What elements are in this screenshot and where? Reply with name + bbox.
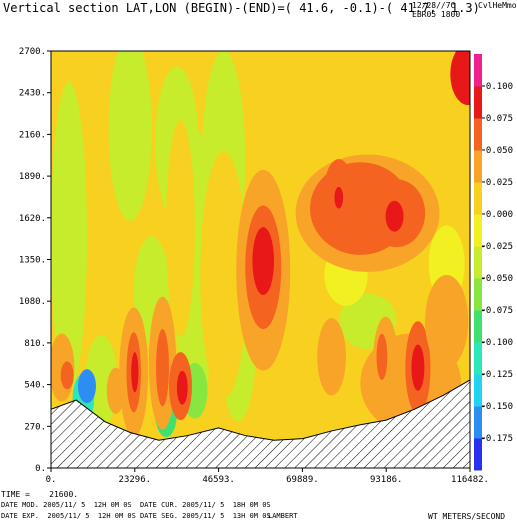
wt-cell [230, 51, 318, 144]
colorbar-segment [474, 182, 482, 215]
colorbar-tick-label: -0.025 [480, 242, 513, 252]
colorbar-tick-label: -0.050 [480, 274, 513, 284]
colorbar-segment [474, 150, 482, 183]
y-tick-label: 0. [35, 464, 46, 474]
colorbar-tick-label: -0.075 [480, 306, 513, 316]
date-mod: DATE MOD. 2005/11/ 5 12H 0M 0S [1, 501, 132, 509]
colorbar-segment [474, 406, 482, 439]
wt-cell [385, 200, 404, 232]
date-cur: DATE CUR. 2005/11/ 5 18H 0M 0S [140, 501, 271, 509]
wt-cell [376, 333, 388, 380]
wt-cell [450, 51, 470, 106]
colorbar-segment [474, 342, 482, 375]
date-exp: DATE EXP. 2005/11/ 5 12H 0M 0S [1, 512, 136, 520]
wt-cell [334, 186, 344, 209]
x-tick-label: 69889. [286, 475, 319, 485]
time-value: 21600. [49, 490, 79, 499]
colorbar-tick-label: 0.050 [486, 146, 513, 156]
wt-cell [166, 120, 195, 337]
date-code: 12/28//7C [412, 1, 456, 10]
y-tick-label: 2430. [19, 89, 46, 99]
y-tick-label: 2700. [19, 47, 46, 57]
colorbar-tick-label: -0.100 [480, 338, 513, 348]
wt-cell [200, 151, 248, 399]
colorbar-segment [474, 86, 482, 119]
wt-cell [60, 361, 74, 390]
colorbar-segment [474, 214, 482, 247]
y-tick-label: 1080. [19, 297, 46, 307]
chart-title: Vertical section LAT,LON (BEGIN)-(END)=(… [3, 1, 480, 15]
wt-cell [51, 81, 87, 391]
colorbar-tick-label: -0.150 [480, 402, 513, 412]
x-tick-label: 116482. [451, 475, 489, 485]
wt-cell [425, 274, 469, 368]
y-tick-label: 1350. [19, 256, 46, 266]
wt-cell [77, 369, 96, 404]
wt-cell [317, 318, 346, 396]
projection-label: LAMBERT [268, 512, 298, 520]
colorbar-segment [474, 278, 482, 311]
colorbar: -0.175 -0.150 -0.125 -0.100 -0.075 -0.050 -0.0… [474, 54, 513, 471]
colorbar-tick-label: 0.025 [486, 178, 513, 188]
y-tick-label: 270. [24, 422, 46, 432]
x-tick-label: 46593. [202, 475, 235, 485]
y-tick-label: 1890. [19, 172, 46, 182]
wt-field [51, 51, 470, 468]
colorbar-segment [474, 374, 482, 407]
x-tick-label: 0. [46, 475, 57, 485]
colorbar-tick-label: -0.175 [480, 434, 513, 444]
model-label: CvlHeMmo [478, 1, 517, 10]
colorbar-tick-label: 0.000 [486, 210, 513, 220]
wt-cell [106, 367, 125, 414]
colorbar-segment [474, 118, 482, 151]
colorbar-segment [474, 438, 482, 471]
time-label: TIME = [1, 490, 30, 499]
wt-cell [411, 344, 425, 391]
time-readout: TIME = 21600. [1, 490, 78, 499]
colorbar-tick-label: 0.100 [486, 82, 513, 92]
wt-cell [108, 51, 152, 221]
colorbar-tick-label: -0.125 [480, 370, 513, 380]
colorbar-segment [474, 246, 482, 279]
date-seg: DATE SEG. 2005/11/ 5 13H 0M 0S [140, 512, 271, 520]
colorbar-segment [474, 54, 482, 87]
x-tick-label: 93186. [370, 475, 403, 485]
units-label: WT METERS/SECOND [428, 512, 506, 521]
y-tick-label: 2160. [19, 130, 46, 140]
terrain-profile [51, 379, 470, 468]
colorbar-segment [474, 310, 482, 343]
y-tick-label: 540. [24, 381, 46, 391]
run-code: EBR05 1800 [412, 10, 461, 19]
x-tick-label: 23296. [119, 475, 152, 485]
y-tick-label: 1620. [19, 214, 46, 224]
y-tick-label: 810. [24, 339, 46, 349]
colorbar-tick-label: 0.075 [486, 114, 513, 124]
wt-cell [252, 227, 275, 296]
wt-cell [156, 329, 169, 407]
wt-cell [176, 370, 188, 405]
wt-cell [131, 352, 139, 393]
